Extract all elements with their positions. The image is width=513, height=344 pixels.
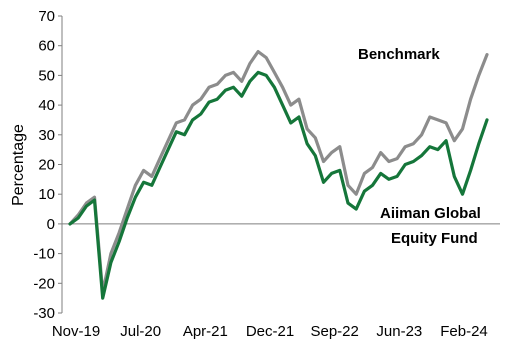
x-tick-label: Feb-24 xyxy=(440,323,488,340)
y-axis-title: Percentage xyxy=(10,124,27,206)
y-tick-label: -30 xyxy=(33,305,55,322)
benchmark-label: Benchmark xyxy=(358,46,440,63)
fund-label-line2: Equity Fund xyxy=(391,230,478,247)
y-tick-label: 0 xyxy=(47,216,55,233)
fund-label-line1: Aiiman Global xyxy=(380,205,481,222)
y-tick-label: -20 xyxy=(33,275,55,292)
x-axis: Nov-19 Jul-20 Apr-21 Dec-21 Sep-22 Jun-23 Feb-… xyxy=(52,223,500,340)
y-axis: 70 60 50 40 30 20 10 0 -10 -20 -30 xyxy=(33,8,63,322)
benchmark-series-line xyxy=(68,49,489,294)
y-tick-label: 40 xyxy=(38,97,55,114)
y-tick-label: -10 xyxy=(33,246,55,263)
y-tick-label: 20 xyxy=(38,157,55,174)
y-tick-label: 10 xyxy=(38,186,55,203)
fund-series-line xyxy=(68,70,489,300)
x-tick-label: Apr-21 xyxy=(183,323,228,340)
x-tick-label: Jun-23 xyxy=(376,323,422,340)
x-tick-label: Sep-22 xyxy=(310,323,358,340)
x-tick-label: Dec-21 xyxy=(246,323,294,340)
x-tick-label: Nov-19 xyxy=(52,323,100,340)
series-layer xyxy=(68,49,489,300)
y-tick-label: 30 xyxy=(38,127,55,144)
y-tick-label: 70 xyxy=(38,8,55,25)
x-tick-label: Jul-20 xyxy=(120,323,161,340)
y-tick-label: 60 xyxy=(38,38,55,55)
y-tick-label: 50 xyxy=(38,67,55,84)
